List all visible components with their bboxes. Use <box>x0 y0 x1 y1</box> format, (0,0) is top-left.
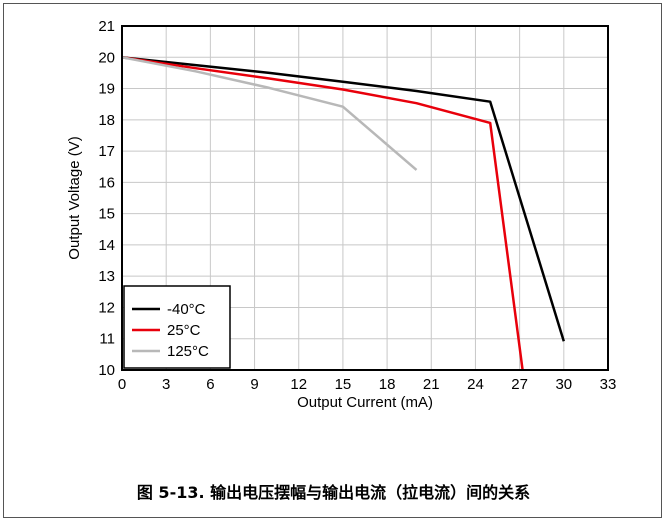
x-tick-label: 18 <box>379 376 396 393</box>
series-line <box>121 56 418 171</box>
legend-label: -40°C <box>167 301 206 318</box>
x-tick-label: 27 <box>511 376 528 393</box>
x-tick-label: 30 <box>555 376 572 393</box>
series-line <box>121 56 524 371</box>
chart: 0 3 6 9 12 15 18 21 24 27 30 33 1011121314151617181… <box>66 18 617 411</box>
legend: -40°C 25°C 125°C <box>123 285 231 369</box>
legend-box <box>123 285 231 369</box>
y-tick-labels: 10 11 12 13 14 15 16 17 18 19 20 21 <box>98 18 115 379</box>
x-axis-label: Output Current (mA) <box>297 394 433 411</box>
x-tick-label: 3 <box>162 376 170 393</box>
y-tick-label: 14 <box>98 237 115 254</box>
x-tick-label: 15 <box>335 376 352 393</box>
figure-caption: 图 5-13. 输出电压摆幅与输出电流（拉电流）间的关系 <box>136 483 531 502</box>
y-tick-label: 16 <box>98 174 115 191</box>
y-tick-label: 12 <box>98 299 115 316</box>
y-tick-label: 10 <box>98 362 115 379</box>
y-tick-label: 11 <box>99 331 115 348</box>
y-tick-label: 19 <box>98 81 115 98</box>
x-tick-label: 21 <box>423 376 440 393</box>
legend-label: 25°C <box>167 322 201 339</box>
x-tick-label: 33 <box>600 376 617 393</box>
y-tick-label: 20 <box>98 49 115 66</box>
x-tick-label: 12 <box>290 376 307 393</box>
x-tick-label: 0 <box>118 376 126 393</box>
series-line <box>121 56 565 342</box>
x-tick-label: 9 <box>250 376 258 393</box>
legend-label: 125°C <box>167 343 209 360</box>
y-tick-label: 21 <box>98 18 115 35</box>
y-tick-label: 17 <box>98 143 115 160</box>
x-tick-label: 24 <box>467 376 484 393</box>
y-tick-label: 13 <box>98 268 115 285</box>
y-axis-label: Output Voltage (V) <box>66 136 83 259</box>
x-tick-labels: 0 3 6 9 12 15 18 21 24 27 30 33 <box>118 376 617 393</box>
y-tick-label: 15 <box>98 206 115 223</box>
plot-area-border <box>121 25 609 371</box>
x-tick-label: 6 <box>206 376 214 393</box>
series-lines <box>121 56 565 371</box>
y-tick-label: 18 <box>98 112 115 129</box>
